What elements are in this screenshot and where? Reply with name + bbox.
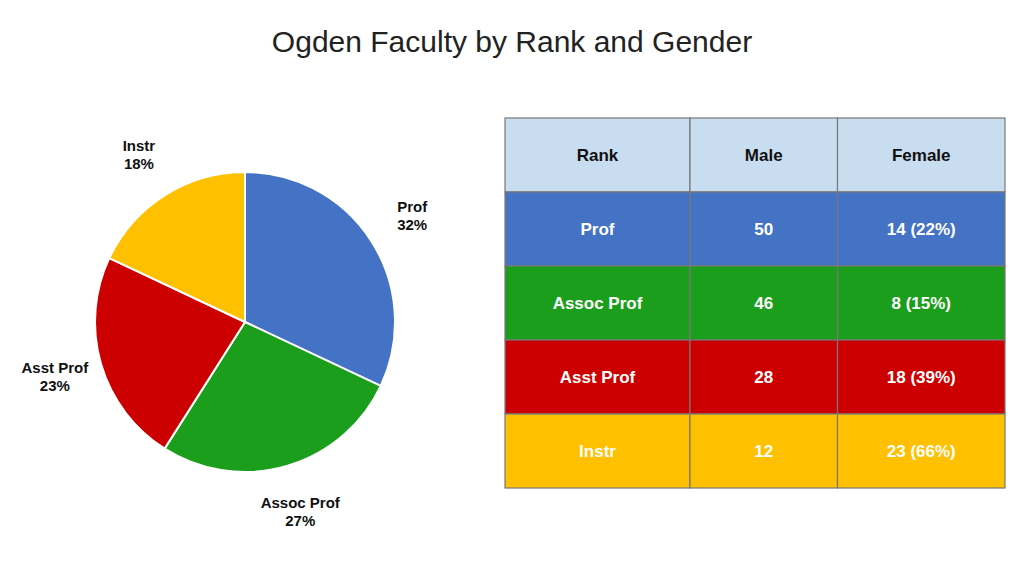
- table-text: Prof: [581, 220, 615, 239]
- slice-value-label: 23%: [40, 377, 70, 394]
- table-cell: [838, 266, 1006, 340]
- table-text: 12: [754, 442, 773, 461]
- table-cell: [690, 266, 838, 340]
- table-text: Asst Prof: [560, 368, 636, 387]
- table-cell: [690, 340, 838, 414]
- table-text: Instr: [579, 442, 616, 461]
- slice-label: Instr: [123, 137, 156, 154]
- table-cell: [690, 192, 838, 266]
- table-cell: [838, 340, 1006, 414]
- table-text: 14 (22%): [887, 220, 956, 239]
- table-text: 50: [754, 220, 773, 239]
- pie-slices: [95, 172, 395, 472]
- table-text: 46: [754, 294, 773, 313]
- table-text: 28: [754, 368, 773, 387]
- table-cell: [838, 192, 1006, 266]
- table-cell: [505, 192, 690, 266]
- table: Rank Male Female Prof 50 14 (22%) Assoc Prof 46…: [505, 118, 1005, 488]
- table-text: 8 (15%): [891, 294, 951, 313]
- slice-value-label: 27%: [285, 512, 315, 529]
- table-header-text: Female: [892, 146, 951, 165]
- slice-label: Prof: [397, 198, 428, 215]
- table-header-text: Male: [745, 146, 783, 165]
- slice-value-label: 32%: [397, 216, 427, 233]
- slice-label: Assoc Prof: [261, 494, 341, 511]
- pie-slice: [109, 172, 245, 322]
- table-header-cell: [690, 118, 838, 192]
- table-cell: [838, 414, 1006, 488]
- table-text: Assoc Prof: [553, 294, 643, 313]
- slice-value-label: 18%: [124, 155, 154, 172]
- chart: Ogden Faculty by Rank and GenderProf32%A…: [0, 0, 1024, 576]
- table-cell: [505, 414, 690, 488]
- table-cell: [690, 414, 838, 488]
- table-header-text: Rank: [577, 146, 619, 165]
- table-cell: [505, 266, 690, 340]
- table-header-cell: [838, 118, 1006, 192]
- table-text: 23 (66%): [887, 442, 956, 461]
- slice-label: Asst Prof: [22, 359, 90, 376]
- title: Ogden Faculty by Rank and Gender: [272, 25, 752, 58]
- table-cell: [505, 340, 690, 414]
- table-header-cell: [505, 118, 690, 192]
- table-text: 18 (39%): [887, 368, 956, 387]
